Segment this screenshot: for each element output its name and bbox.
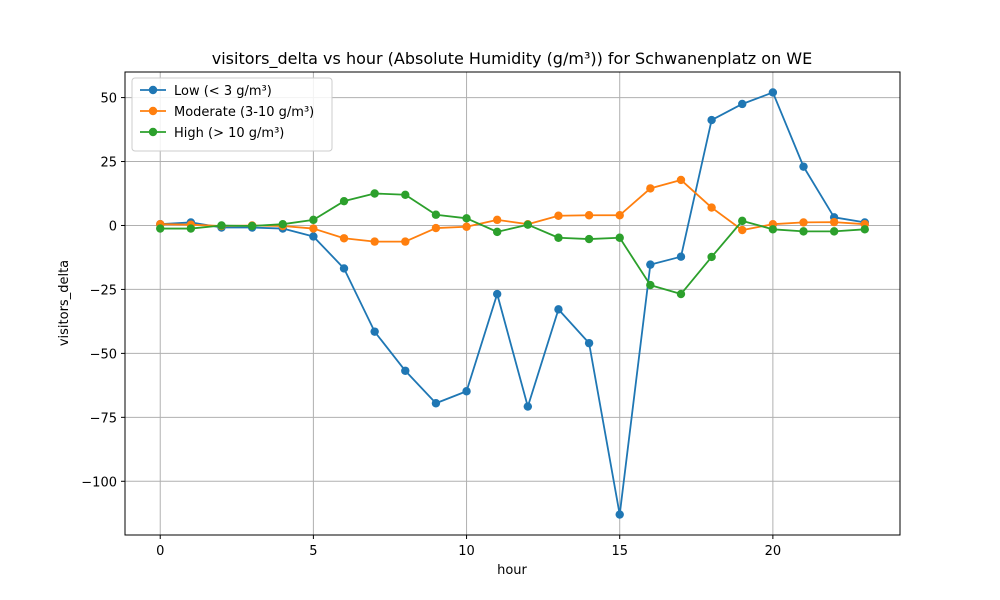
y-tick-label: 0 bbox=[109, 219, 117, 234]
data-point bbox=[738, 99, 747, 109]
data-point bbox=[401, 190, 410, 199]
data-point bbox=[829, 227, 839, 236]
data-point bbox=[431, 223, 441, 233]
data-point bbox=[462, 387, 471, 396]
plot-frame bbox=[124, 71, 901, 536]
data-point bbox=[431, 210, 441, 219]
y-tick-label: 50 bbox=[100, 92, 117, 107]
data-point bbox=[584, 211, 594, 220]
data-point bbox=[646, 184, 655, 193]
data-point bbox=[584, 338, 594, 348]
data-point bbox=[646, 280, 655, 290]
data-point bbox=[615, 233, 624, 242]
data-point bbox=[186, 224, 196, 233]
data-point bbox=[401, 237, 410, 246]
data-point bbox=[584, 234, 594, 244]
data-point bbox=[370, 237, 379, 246]
data-point bbox=[492, 215, 502, 225]
x-tick-label: 15 bbox=[611, 544, 628, 559]
legend-box bbox=[131, 77, 333, 152]
data-point bbox=[309, 224, 318, 233]
data-point bbox=[370, 189, 379, 198]
data-point bbox=[646, 260, 655, 269]
data-point bbox=[309, 232, 318, 241]
data-point bbox=[370, 327, 379, 336]
data-point bbox=[217, 221, 226, 230]
data-point bbox=[492, 227, 502, 237]
series-2 bbox=[156, 189, 869, 299]
series-layer bbox=[156, 88, 869, 519]
x-tick-label: 0 bbox=[156, 544, 164, 559]
data-point bbox=[554, 211, 563, 220]
chart-title: visitors_delta vs hour (Absolute Humidit… bbox=[212, 49, 812, 69]
data-point bbox=[554, 233, 563, 242]
data-point bbox=[156, 224, 165, 233]
data-point bbox=[676, 289, 686, 299]
legend: Low (< 3 g/m³) Moderate (3-10 g/m³) High (… bbox=[131, 77, 333, 152]
data-point bbox=[707, 252, 716, 262]
data-point bbox=[676, 252, 686, 261]
data-point bbox=[339, 196, 349, 206]
data-point bbox=[860, 225, 869, 234]
data-point bbox=[339, 264, 349, 273]
x-axis-ticks: 0 5 10 15 20 bbox=[156, 535, 781, 559]
data-point bbox=[278, 220, 287, 229]
series-line bbox=[160, 179, 865, 243]
data-point bbox=[768, 225, 778, 234]
data-point bbox=[799, 162, 808, 171]
series-line bbox=[160, 91, 865, 516]
data-point bbox=[707, 203, 716, 212]
y-tick-label: −50 bbox=[90, 347, 117, 362]
data-point bbox=[554, 305, 563, 314]
legend-marker bbox=[148, 127, 158, 137]
data-point bbox=[523, 220, 533, 229]
y-tick-label: −25 bbox=[90, 283, 117, 298]
y-axis-label: visitors_delta bbox=[57, 260, 72, 346]
legend-label: High (> 10 g/m³) bbox=[174, 126, 284, 141]
data-point bbox=[738, 216, 747, 226]
data-point bbox=[615, 211, 624, 220]
legend-marker bbox=[148, 85, 158, 95]
data-point bbox=[738, 225, 747, 235]
data-point bbox=[492, 289, 502, 299]
x-tick-label: 20 bbox=[765, 544, 782, 559]
y-tick-label: 25 bbox=[100, 156, 117, 171]
data-point bbox=[799, 227, 808, 236]
data-point bbox=[462, 222, 471, 231]
data-point bbox=[247, 221, 257, 231]
data-point bbox=[676, 175, 686, 185]
legend-marker bbox=[148, 106, 158, 116]
data-point bbox=[431, 399, 441, 408]
series-line bbox=[160, 192, 865, 295]
data-point bbox=[615, 510, 624, 519]
x-tick-label: 5 bbox=[309, 544, 317, 559]
y-axis-ticks: 50 25 0 −25 −50 −75 −100 bbox=[81, 92, 125, 490]
data-point bbox=[799, 218, 808, 227]
y-tick-label: −100 bbox=[81, 475, 117, 490]
data-point bbox=[707, 115, 716, 125]
x-tick-label: 10 bbox=[458, 544, 475, 559]
data-point bbox=[309, 215, 318, 225]
data-point bbox=[462, 214, 471, 223]
data-point bbox=[829, 217, 839, 227]
legend-label: Low (< 3 g/m³) bbox=[174, 84, 272, 99]
legend-label: Moderate (3-10 g/m³) bbox=[174, 105, 314, 120]
data-point bbox=[523, 402, 533, 411]
x-axis-label: hour bbox=[497, 563, 527, 578]
data-point bbox=[339, 234, 349, 243]
data-point bbox=[401, 366, 410, 375]
data-point bbox=[768, 88, 778, 97]
y-tick-label: −75 bbox=[90, 411, 117, 426]
